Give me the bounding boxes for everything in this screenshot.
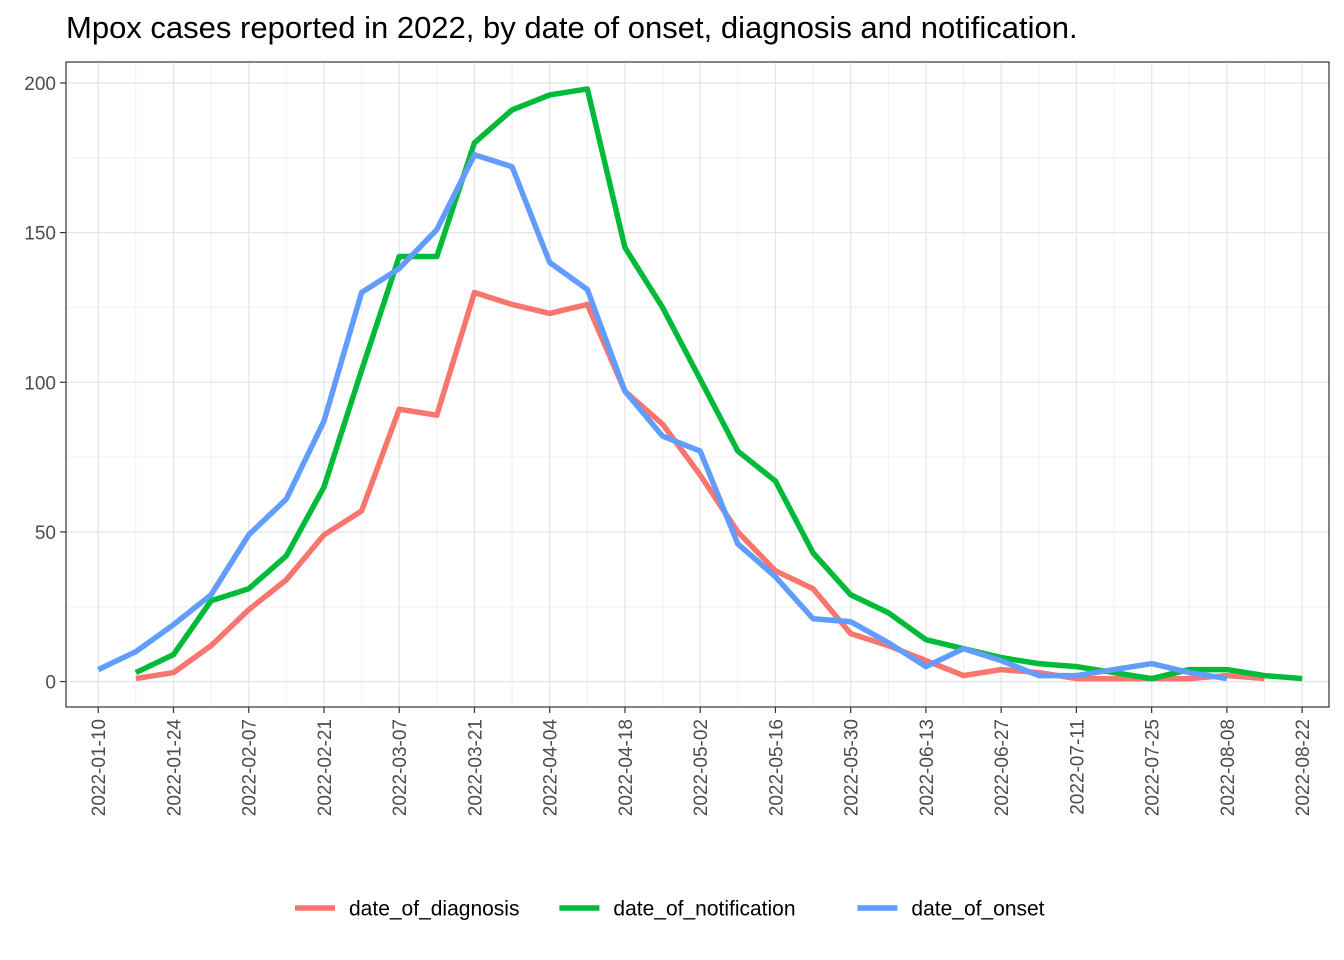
y-tick-label: 50 [35, 523, 56, 544]
x-tick-label: 2022-01-24 [164, 719, 185, 817]
x-tick-label: 2022-05-30 [842, 719, 863, 816]
legend-label-date-of-notification: date_of_notification [613, 898, 795, 921]
y-tick-label: 0 [45, 673, 56, 694]
y-tick-label: 200 [24, 74, 56, 95]
axes: 0 50 100 150 200 2022-01-10 2022-01-24 2022-02-… [24, 74, 1314, 816]
series-line-date-of-onset [97, 152, 1228, 682]
x-tick-label: 2022-02-07 [240, 719, 261, 816]
x-tick-label: 2022-03-21 [465, 719, 486, 816]
x-tick-label: 2022-07-25 [1143, 719, 1164, 816]
x-tick-label: 2022-08-22 [1293, 719, 1314, 816]
legend-label-date-of-diagnosis: date_of_diagnosis [349, 898, 519, 921]
legend: date_of_diagnosis date_of_notification dat… [295, 898, 1045, 921]
chart-title: Mpox cases reported in 2022, by date of … [66, 10, 1078, 45]
x-tick-label: 2022-03-07 [390, 719, 411, 816]
series-lines [97, 86, 1303, 682]
x-tick-label: 2022-06-27 [992, 719, 1013, 816]
x-tick-label: 2022-04-04 [541, 719, 562, 817]
y-tick-label: 100 [24, 373, 56, 394]
series-line-date-of-notification [134, 86, 1303, 682]
x-tick-label: 2022-02-21 [315, 719, 336, 816]
x-tick-label: 2022-08-08 [1218, 719, 1239, 816]
y-tick-label: 150 [24, 224, 56, 245]
grid-lines [66, 62, 1329, 707]
x-tick-label: 2022-07-11 [1067, 719, 1088, 815]
series-line-date-of-diagnosis [135, 289, 1265, 682]
x-tick-label: 2022-05-16 [766, 719, 787, 816]
plot-panel-border [65, 61, 1330, 708]
x-tick-label: 2022-06-13 [917, 719, 938, 816]
x-tick-label: 2022-01-10 [89, 719, 110, 816]
x-tick-label: 2022-04-18 [616, 719, 637, 816]
legend-label-date-of-onset: date_of_onset [911, 898, 1044, 921]
x-tick-label: 2022-05-02 [691, 719, 712, 816]
